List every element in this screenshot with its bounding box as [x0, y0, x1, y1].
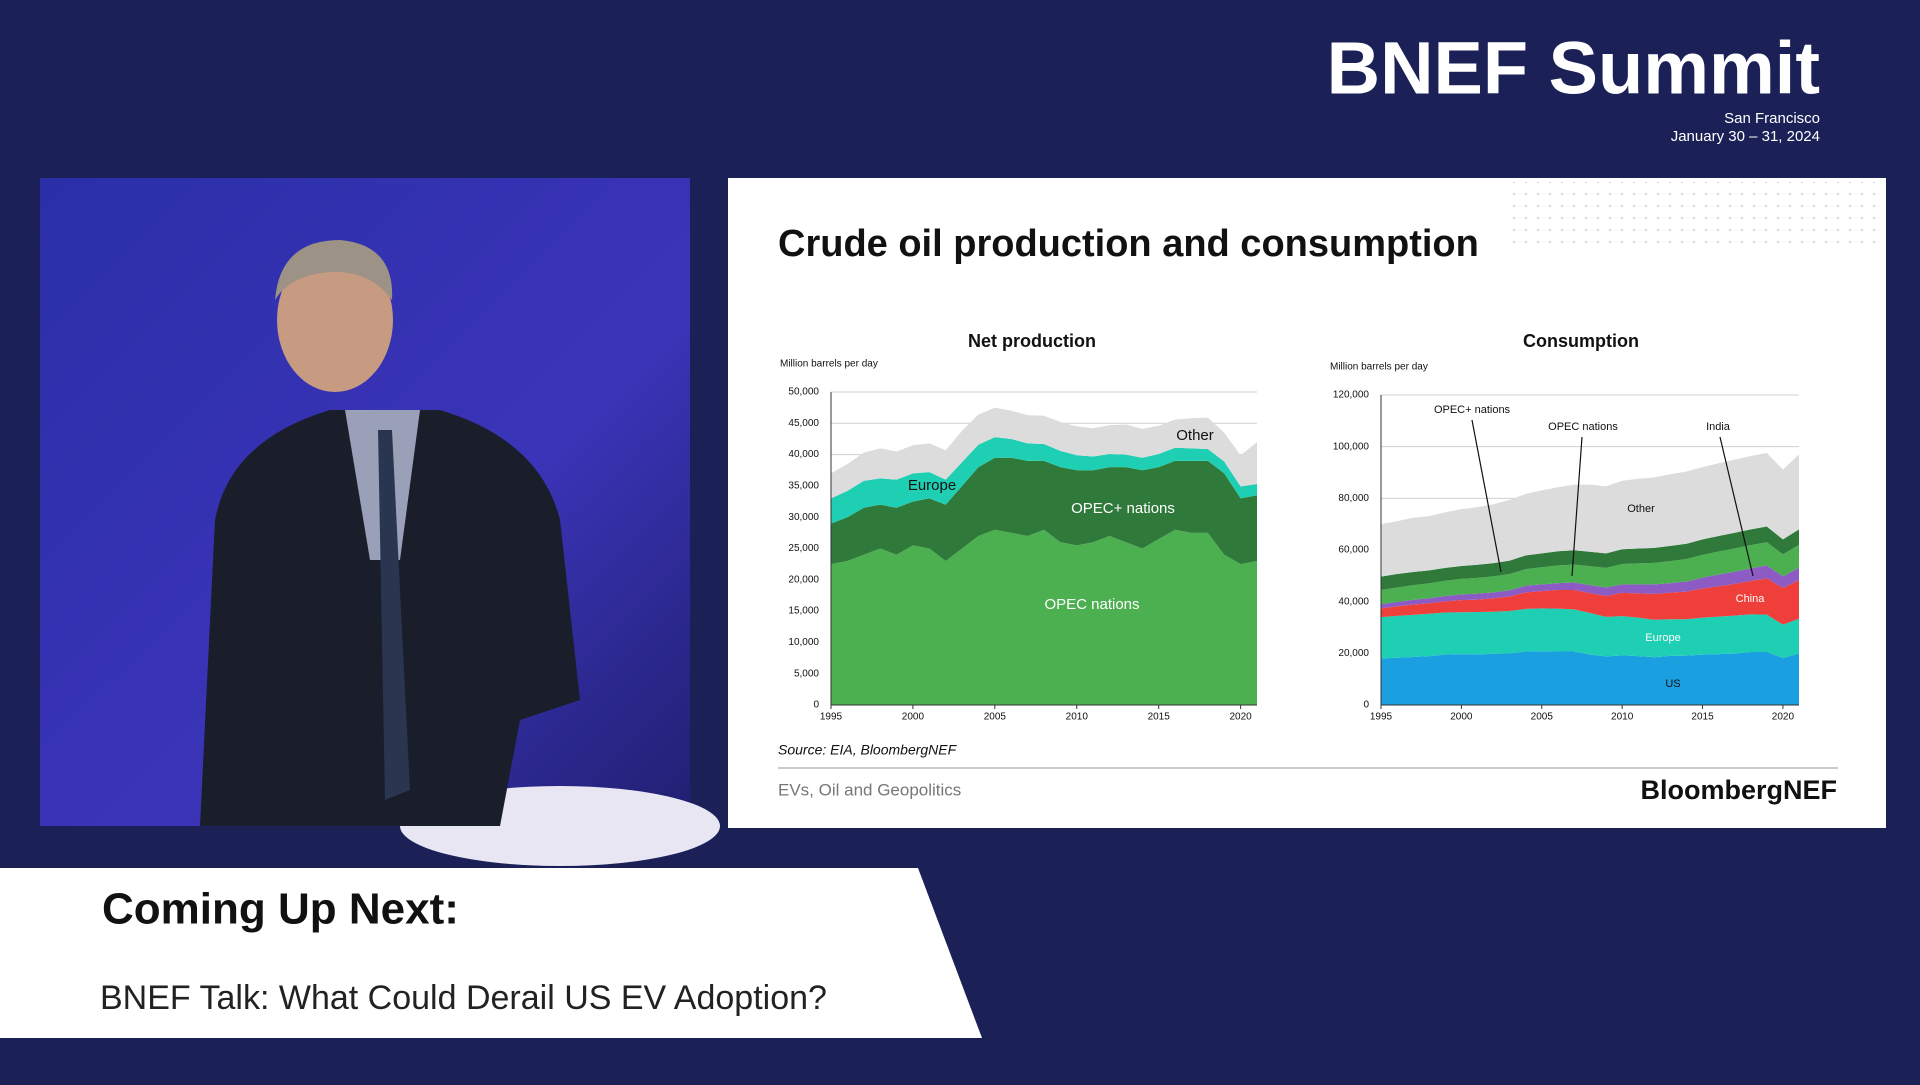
y-tick-label: 0 [1363, 700, 1369, 711]
area [831, 437, 1257, 524]
area [1381, 651, 1799, 705]
y-tick-label: 120,000 [1333, 390, 1370, 401]
area [1381, 608, 1799, 659]
lower-third-heading: Coming Up Next: [102, 885, 459, 934]
y-tick-label: 20,000 [788, 574, 819, 585]
series-label: India [1706, 421, 1731, 433]
x-tick-label: 1995 [820, 712, 843, 723]
series-label: Europe [908, 477, 956, 494]
x-tick-label: 2020 [1229, 712, 1252, 723]
chart-title: Consumption [1523, 331, 1639, 351]
series-label: OPEC+ nations [1434, 404, 1511, 416]
y-tick-label: 80,000 [1338, 493, 1369, 504]
x-tick-label: 2010 [1611, 712, 1634, 723]
x-tick-label: 2020 [1772, 712, 1795, 723]
area [1381, 452, 1799, 577]
event-dates: January 30 – 31, 2024 [1671, 128, 1820, 145]
y-tick-label: 0 [813, 700, 819, 711]
series-label: US [1665, 678, 1680, 690]
area [1381, 565, 1799, 609]
lower-third: Coming Up Next: BNEF Talk: What Could De… [0, 868, 982, 1038]
event-location: San Francisco [1724, 110, 1820, 127]
slide-logo: BloombergNEF [1640, 775, 1837, 805]
leader-line [1719, 436, 1754, 577]
series-label: Europe [1645, 632, 1680, 644]
area [1381, 542, 1799, 605]
x-tick-label: 1995 [1370, 712, 1393, 723]
y-tick-label: 15,000 [788, 606, 819, 617]
y-axis-label: Million barrels per day [1330, 362, 1428, 373]
y-tick-label: 10,000 [788, 637, 819, 648]
series-label: China [1736, 593, 1766, 605]
y-tick-label: 20,000 [1338, 648, 1369, 659]
y-tick-label: 40,000 [1338, 596, 1369, 607]
y-axis-label: Million barrels per day [780, 359, 878, 370]
series-label: Other [1176, 427, 1214, 444]
y-tick-label: 30,000 [788, 512, 819, 523]
leader-line [1571, 436, 1583, 577]
source-note: Source: EIA, BloombergNEF [778, 742, 958, 758]
series-label: Other [1627, 503, 1655, 515]
area [1381, 526, 1799, 591]
x-tick-label: 2015 [1691, 712, 1714, 723]
x-tick-label: 2005 [984, 712, 1007, 723]
area [831, 407, 1257, 499]
area [831, 529, 1257, 705]
leader-line [1471, 419, 1502, 573]
series-label: OPEC+ nations [1071, 500, 1175, 517]
y-tick-label: 45,000 [788, 418, 819, 429]
slide-footer: EVs, Oil and Geopolitics [778, 780, 961, 799]
area [1381, 578, 1799, 625]
y-tick-label: 100,000 [1333, 441, 1370, 452]
series-label: OPEC nations [1548, 421, 1618, 433]
video-feed [40, 178, 720, 866]
x-tick-label: 2015 [1148, 712, 1171, 723]
charts: Net production Million barrels per day 0 5,… [780, 331, 1799, 723]
x-tick-label: 2000 [902, 712, 925, 723]
event-title: BNEF Summit [1327, 27, 1820, 110]
y-tick-label: 35,000 [788, 481, 819, 492]
x-tick-label: 2005 [1531, 712, 1554, 723]
x-tick-label: 2000 [1450, 712, 1473, 723]
y-tick-label: 60,000 [1338, 545, 1369, 556]
slide-title: Crude oil production and consumption [778, 223, 1479, 265]
x-tick-label: 2010 [1066, 712, 1089, 723]
series-label: OPEC nations [1044, 596, 1139, 613]
y-tick-label: 50,000 [788, 387, 819, 398]
y-tick-label: 40,000 [788, 449, 819, 460]
y-tick-label: 25,000 [788, 543, 819, 554]
lower-third-subtitle: BNEF Talk: What Could Derail US EV Adopt… [100, 979, 827, 1017]
area [831, 457, 1257, 565]
chart-title: Net production [968, 331, 1096, 351]
y-tick-label: 5,000 [794, 668, 819, 679]
